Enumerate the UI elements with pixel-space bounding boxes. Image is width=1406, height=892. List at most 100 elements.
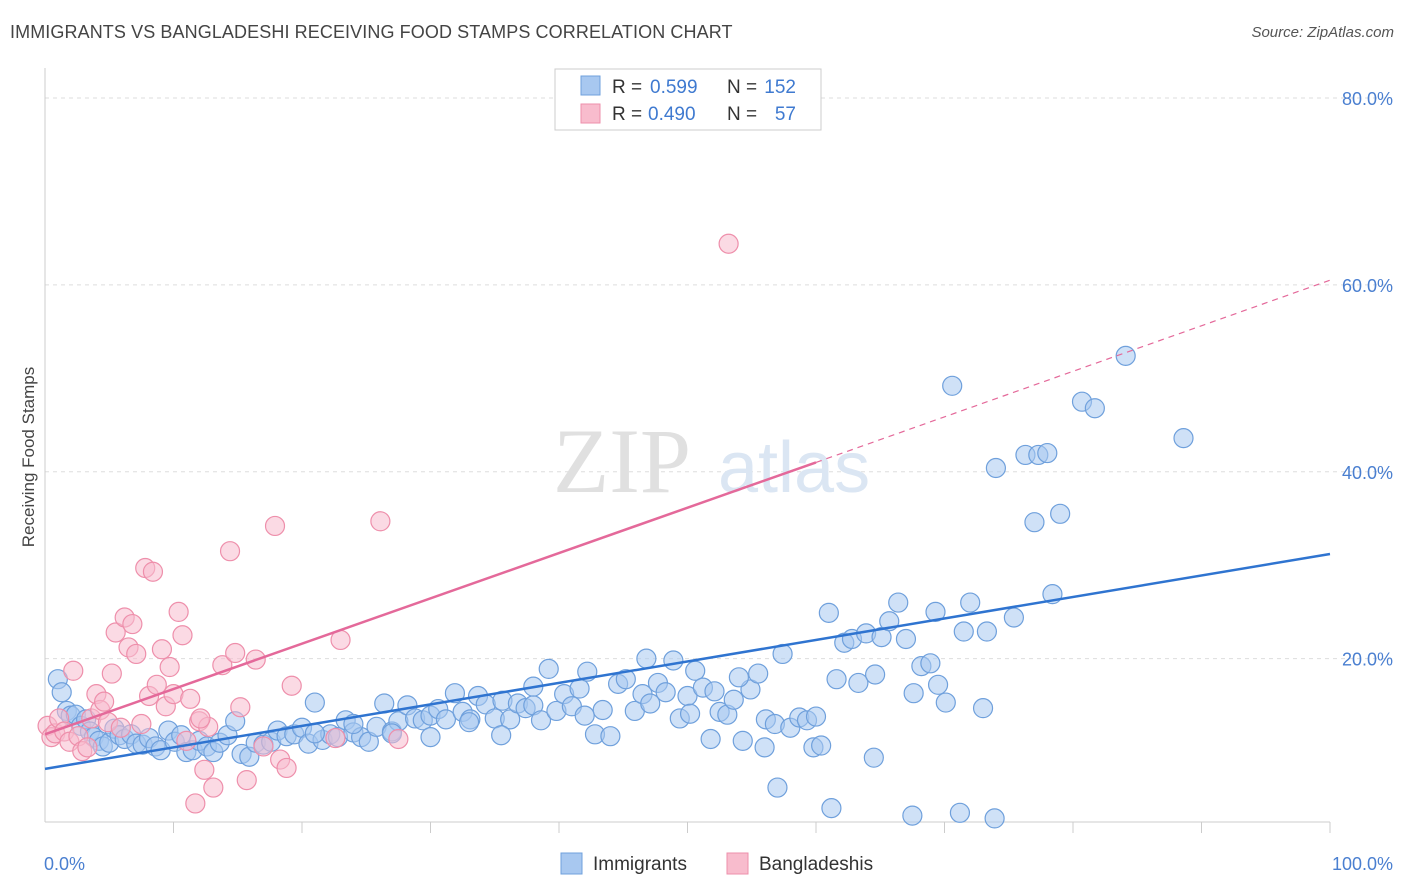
immigrants-point [1050, 503, 1071, 524]
trend-line-bangladeshis-extension [815, 279, 1331, 463]
legend-label-bangladeshis: Bangladeshis [759, 854, 873, 875]
immigrants-point [685, 660, 706, 681]
immigrants-point [888, 592, 909, 613]
trend-line-immigrants [44, 552, 1331, 771]
bangladeshis-point [325, 727, 346, 749]
immigrants-point [574, 705, 595, 726]
bangladeshis-point [63, 660, 84, 681]
bangladeshis-point [168, 601, 189, 623]
immigrants-point [663, 650, 684, 671]
legend-r-value-bangladeshis: 0.490 [648, 104, 696, 125]
watermark: ZIP atlas [553, 410, 870, 512]
bangladeshis-point [264, 515, 286, 537]
bangladeshis-point [225, 642, 246, 664]
bangladeshis-point [77, 737, 98, 758]
watermark-atlas: atlas [718, 428, 870, 508]
immigrants-point [821, 798, 842, 819]
bangladeshis-point [185, 793, 206, 814]
immigrants-point [903, 683, 924, 704]
immigrants-point [826, 669, 847, 690]
bangladeshis-point [122, 613, 143, 635]
immigrants-point [972, 698, 994, 719]
immigrants-point [927, 674, 949, 695]
bangladeshis-point [194, 759, 215, 780]
immigrants-point [704, 681, 725, 702]
series-immigrants [47, 345, 1194, 829]
bangladeshis-point [190, 708, 211, 729]
bangladeshis-point [94, 691, 115, 712]
bangladeshis-point [253, 736, 274, 757]
immigrants-point [569, 678, 590, 699]
x-tick-label-min: 0.0% [44, 854, 85, 874]
immigrants-point [848, 672, 869, 694]
chart-title: IMMIGRANTS VS BANGLADESHI RECEIVING FOOD… [10, 22, 733, 42]
x-tick-label-max: 100.0% [1332, 854, 1393, 874]
immigrants-point [304, 692, 325, 713]
bangladeshis-point [718, 233, 739, 254]
legend-top-swatch-immigrants [580, 75, 601, 96]
immigrants-point [538, 658, 559, 680]
immigrants-point [865, 664, 886, 685]
x-tick-labels: 0.0% 100.0% [44, 854, 1393, 874]
legend-n-label-bangladeshis: N = [727, 104, 757, 125]
bangladeshis-point [126, 643, 147, 665]
immigrants-point [1003, 607, 1024, 628]
immigrants-point [1024, 512, 1045, 533]
immigrants-point [1037, 442, 1058, 464]
bangladeshis-point [105, 622, 126, 643]
legend-r-label-immigrants: R = [612, 77, 642, 98]
y-tick-labels: 20.0% 40.0% 60.0% 80.0% [1342, 89, 1393, 670]
immigrants-point [420, 727, 441, 748]
legend-top-swatch-bangladeshis [580, 103, 601, 124]
bangladeshis-point [172, 625, 193, 646]
immigrants-point [592, 699, 613, 721]
immigrants-point [304, 723, 325, 744]
immigrants-point [863, 747, 884, 768]
legend-r-label-bangladeshis: R = [612, 104, 642, 125]
immigrants-point [728, 667, 750, 688]
y-tick-label: 40.0% [1342, 463, 1393, 483]
axes [44, 68, 1330, 823]
watermark-zip: ZIP [553, 410, 691, 512]
bangladeshis-point [203, 777, 224, 798]
legend-n-value-immigrants: 152 [764, 77, 796, 98]
bangladeshis-point [230, 697, 251, 718]
bangladeshis-point [101, 663, 122, 684]
immigrants-point [600, 726, 621, 747]
legend-swatch-bangladeshis [726, 852, 749, 875]
immigrants-point [920, 653, 941, 674]
bangladeshis-point [151, 639, 173, 660]
bangladeshis-point [370, 511, 391, 532]
immigrants-point [615, 669, 636, 690]
immigrants-point [767, 777, 788, 798]
legend-n-value-bangladeshis: 57 [775, 104, 796, 125]
immigrants-point [811, 735, 832, 756]
immigrants-point [960, 592, 981, 613]
immigrants-point [51, 682, 72, 703]
bangladeshis-point [219, 541, 241, 562]
bangladeshis-point [236, 769, 257, 791]
trend-lines [44, 279, 1331, 771]
immigrants-point [640, 693, 661, 714]
immigrants-point [636, 648, 657, 669]
bangladeshis-point [276, 757, 297, 779]
immigrants-point [700, 728, 721, 750]
immigrants-point [1084, 398, 1105, 419]
immigrants-point [655, 682, 676, 703]
immigrants-point [953, 621, 974, 642]
bangladeshis-point [110, 717, 131, 738]
immigrants-point [748, 663, 769, 684]
legend-top: R = 0.599 N = 152 R = 0.490 N = 57 [554, 68, 822, 131]
immigrants-point [679, 703, 701, 724]
immigrants-point [895, 628, 917, 650]
bangladeshis-point [131, 713, 152, 735]
immigrants-point [754, 737, 775, 758]
immigrants-point [985, 457, 1007, 479]
immigrants-point [1173, 428, 1194, 449]
immigrants-point [491, 725, 512, 746]
immigrants-point [1115, 345, 1136, 366]
immigrants-point [435, 709, 457, 730]
y-tick-label: 80.0% [1342, 89, 1393, 109]
grid [45, 97, 1392, 833]
